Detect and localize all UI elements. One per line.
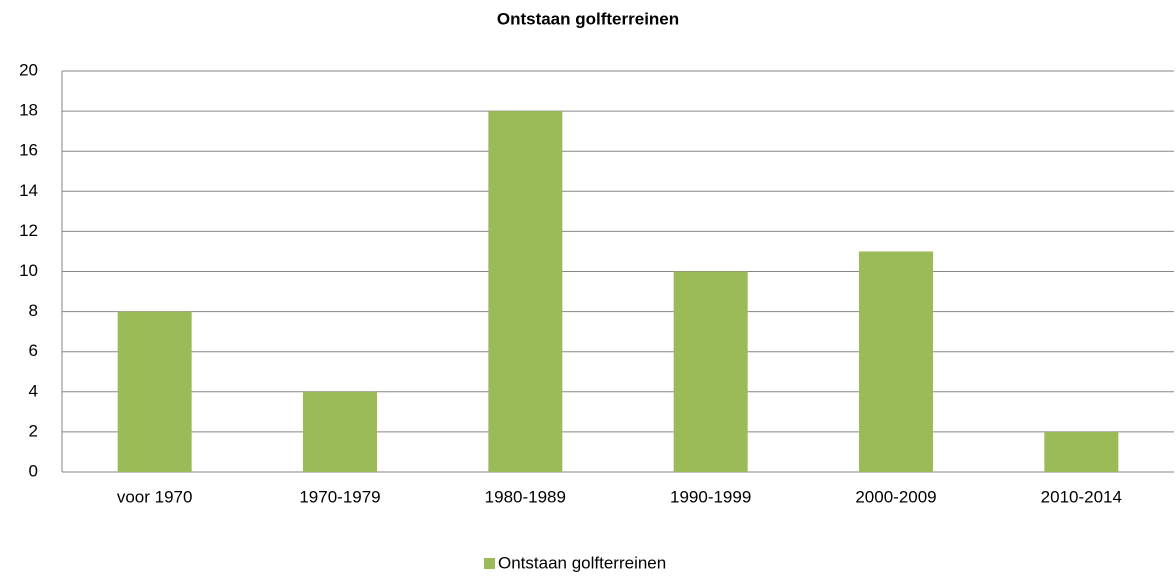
y-tick-label: 14	[19, 181, 38, 200]
bar	[303, 391, 377, 472]
legend-swatch	[484, 558, 495, 569]
y-tick-label: 2	[29, 421, 38, 440]
chart-title: Ontstaan golfterreinen	[497, 9, 679, 28]
bar	[117, 311, 192, 472]
y-tick-label: 12	[19, 221, 38, 240]
y-tick-label: 10	[19, 261, 38, 280]
x-tick-label: 2000-2009	[855, 487, 936, 506]
x-tick-label: 1970-1979	[299, 487, 380, 506]
bar	[1044, 431, 1119, 472]
x-tick-label: 1980-1989	[485, 487, 566, 506]
legend-label: Ontstaan golfterreinen	[498, 553, 666, 572]
bar	[859, 251, 933, 472]
y-tick-label: 20	[19, 60, 38, 79]
x-tick-label: voor 1970	[117, 487, 193, 506]
bar	[488, 111, 563, 472]
bar	[673, 271, 748, 472]
y-tick-label: 8	[29, 301, 38, 320]
x-tick-label: 2010-2014	[1041, 487, 1122, 506]
x-tick-label: 1990-1999	[670, 487, 751, 506]
y-tick-label: 0	[29, 461, 38, 480]
y-tick-label: 16	[19, 141, 38, 160]
y-tick-label: 4	[29, 381, 38, 400]
y-tick-label: 6	[29, 341, 38, 360]
y-tick-label: 18	[19, 101, 38, 120]
